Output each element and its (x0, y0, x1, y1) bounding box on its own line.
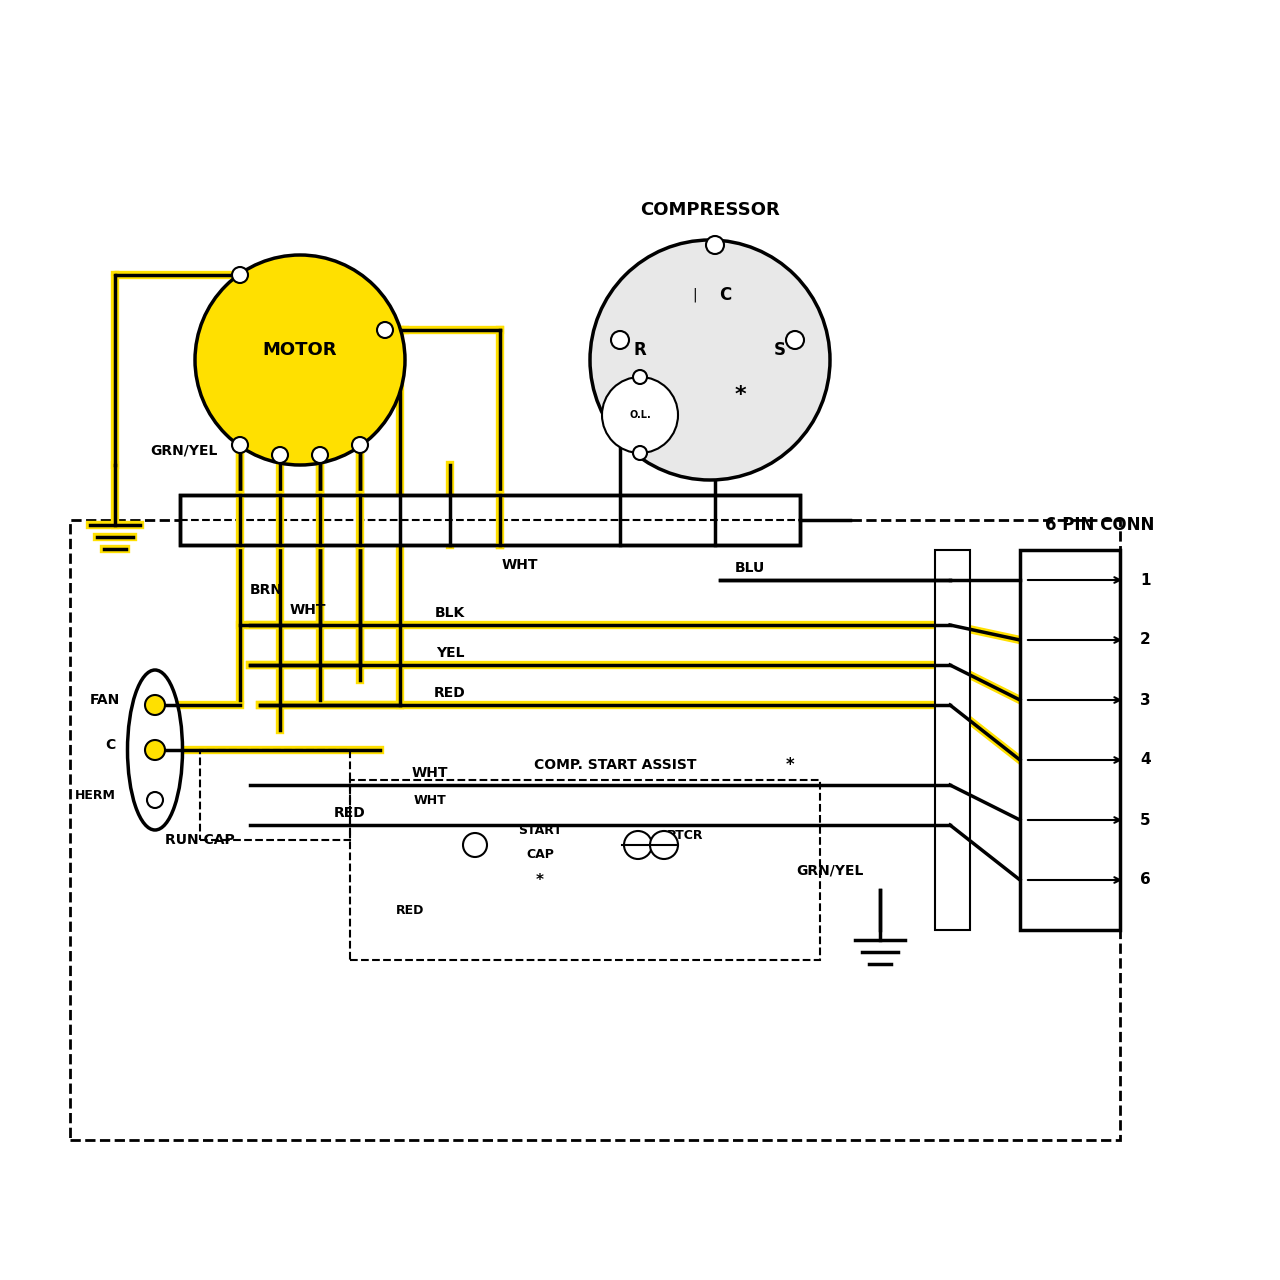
Text: *: * (735, 385, 746, 404)
Bar (180, 495, 800, 545)
Text: O.L.: O.L. (630, 410, 650, 420)
Text: *: * (536, 873, 544, 887)
Text: RED: RED (434, 686, 466, 700)
Bar (200, 750, 349, 840)
Circle shape (232, 268, 248, 283)
Circle shape (625, 831, 652, 859)
Circle shape (611, 332, 628, 349)
Circle shape (195, 255, 404, 465)
Text: BLK: BLK (435, 605, 465, 620)
Circle shape (707, 236, 724, 253)
Text: HERM: HERM (74, 788, 115, 801)
Text: BRN: BRN (250, 582, 283, 596)
Circle shape (602, 378, 678, 453)
Text: WHT: WHT (502, 558, 539, 572)
Text: 3: 3 (1140, 692, 1151, 708)
Text: GRN/YEL: GRN/YEL (150, 443, 218, 457)
Text: RED: RED (334, 806, 366, 820)
Circle shape (463, 833, 486, 858)
Text: 2: 2 (1140, 632, 1151, 648)
Text: RUN CAP: RUN CAP (165, 833, 234, 847)
Text: WHT: WHT (412, 765, 448, 780)
Circle shape (352, 436, 369, 453)
Circle shape (145, 695, 165, 716)
Circle shape (145, 740, 165, 760)
Text: C: C (719, 285, 731, 305)
Circle shape (634, 370, 646, 384)
Ellipse shape (128, 669, 183, 829)
Text: COMPRESSOR: COMPRESSOR (640, 201, 780, 219)
Text: 5: 5 (1140, 813, 1151, 827)
Bar (1020, 550, 1120, 931)
Circle shape (312, 447, 328, 463)
Text: FAN: FAN (90, 692, 120, 707)
Circle shape (786, 332, 804, 349)
Text: WHT: WHT (413, 794, 447, 806)
Circle shape (634, 445, 646, 460)
Circle shape (650, 831, 678, 859)
Text: |: | (692, 288, 698, 302)
Text: WHT: WHT (291, 603, 326, 617)
Text: GRN/YEL: GRN/YEL (796, 863, 864, 877)
Bar (70, 520, 1120, 1140)
Text: R: R (634, 340, 646, 358)
Text: MOTOR: MOTOR (262, 340, 337, 358)
Circle shape (590, 241, 829, 480)
Bar (180, 495, 800, 545)
Circle shape (378, 323, 393, 338)
Circle shape (147, 792, 163, 808)
Circle shape (273, 447, 288, 463)
Bar (934, 550, 970, 931)
Text: 6: 6 (1140, 873, 1151, 887)
Text: CAP: CAP (526, 849, 554, 861)
Text: 6 PIN CONN: 6 PIN CONN (1046, 516, 1155, 534)
Text: C: C (105, 739, 115, 753)
Bar (349, 780, 820, 960)
Text: YEL: YEL (435, 646, 465, 660)
Text: S: S (774, 340, 786, 358)
Text: START: START (518, 823, 562, 837)
Text: 4: 4 (1140, 753, 1151, 768)
Text: COMP. START ASSIST: COMP. START ASSIST (534, 758, 696, 772)
Text: *: * (786, 756, 795, 774)
Text: RED: RED (396, 904, 424, 916)
Text: PTCR: PTCR (667, 828, 703, 841)
Circle shape (232, 436, 248, 453)
Text: BLU: BLU (735, 561, 765, 575)
Text: 1: 1 (1140, 572, 1151, 588)
